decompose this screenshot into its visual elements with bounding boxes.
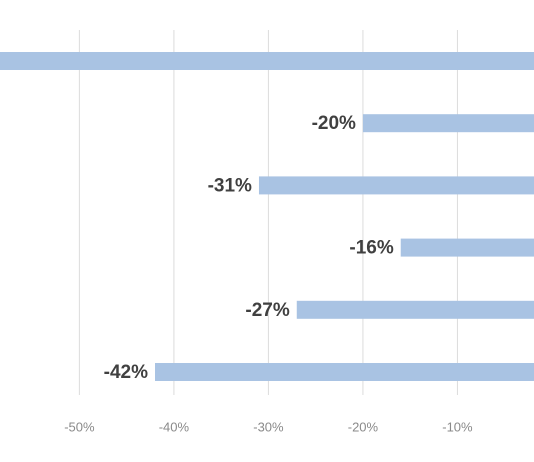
x-tick-label: -40% <box>159 419 190 434</box>
value-label: -27% <box>245 300 289 321</box>
bar <box>0 52 534 70</box>
x-tick-label: -10% <box>442 419 473 434</box>
value-label: -16% <box>349 238 393 259</box>
bar <box>362 114 534 133</box>
x-tick-label: -20% <box>348 419 379 434</box>
value-label: -42% <box>104 362 148 383</box>
x-tick-label: -30% <box>253 419 284 434</box>
x-tick-label: -50% <box>64 419 95 434</box>
bar <box>296 300 534 319</box>
bar <box>155 363 534 381</box>
bar <box>258 176 534 195</box>
value-label: -31% <box>208 175 252 196</box>
bar <box>400 238 534 257</box>
value-label: -20% <box>312 113 356 134</box>
